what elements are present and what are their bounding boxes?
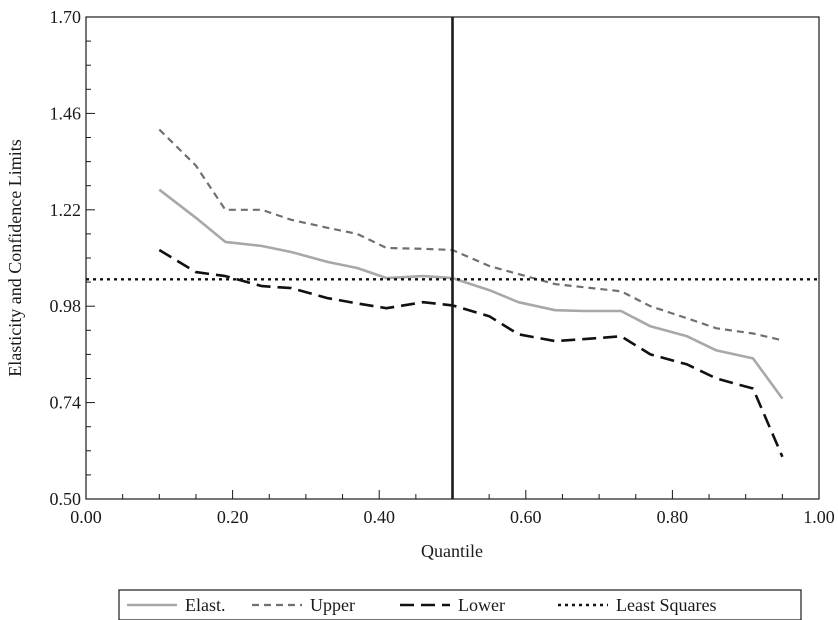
legend-label: Lower — [458, 595, 505, 615]
y-tick-label: 0.98 — [50, 296, 82, 316]
y-tick-label: 1.70 — [50, 7, 82, 27]
y-tick-label: 1.22 — [50, 200, 82, 220]
x-tick-label: 0.60 — [510, 507, 542, 527]
legend: Elast. Upper Lower Least Squares — [118, 589, 802, 620]
legend-label: Elast. — [185, 595, 226, 615]
y-tick-label: 0.50 — [50, 489, 82, 509]
x-tick-label: 1.00 — [803, 507, 835, 527]
x-tick-label: 0.00 — [70, 507, 102, 527]
x-tick-label: 0.80 — [657, 507, 689, 527]
x-axis-label: Quantile — [421, 541, 483, 561]
legend-label: Upper — [310, 595, 355, 615]
y-axis-label: Elasticity and Confidence Limits — [5, 139, 25, 376]
legend-box — [118, 589, 802, 620]
ticks: 0.00 0.20 0.40 0.60 0.80 1.00 0.50 0.74 0.98 1.22… — [50, 7, 835, 527]
series-line-upper — [158, 128, 783, 342]
y-tick-label: 1.46 — [50, 103, 82, 123]
series-line-elast — [158, 188, 784, 400]
x-tick-label: 0.40 — [363, 507, 395, 527]
x-tick-label: 0.20 — [217, 507, 249, 527]
y-tick-label: 0.74 — [50, 393, 82, 413]
series-line-lower — [158, 248, 784, 458]
legend-label: Least Squares — [616, 595, 716, 615]
